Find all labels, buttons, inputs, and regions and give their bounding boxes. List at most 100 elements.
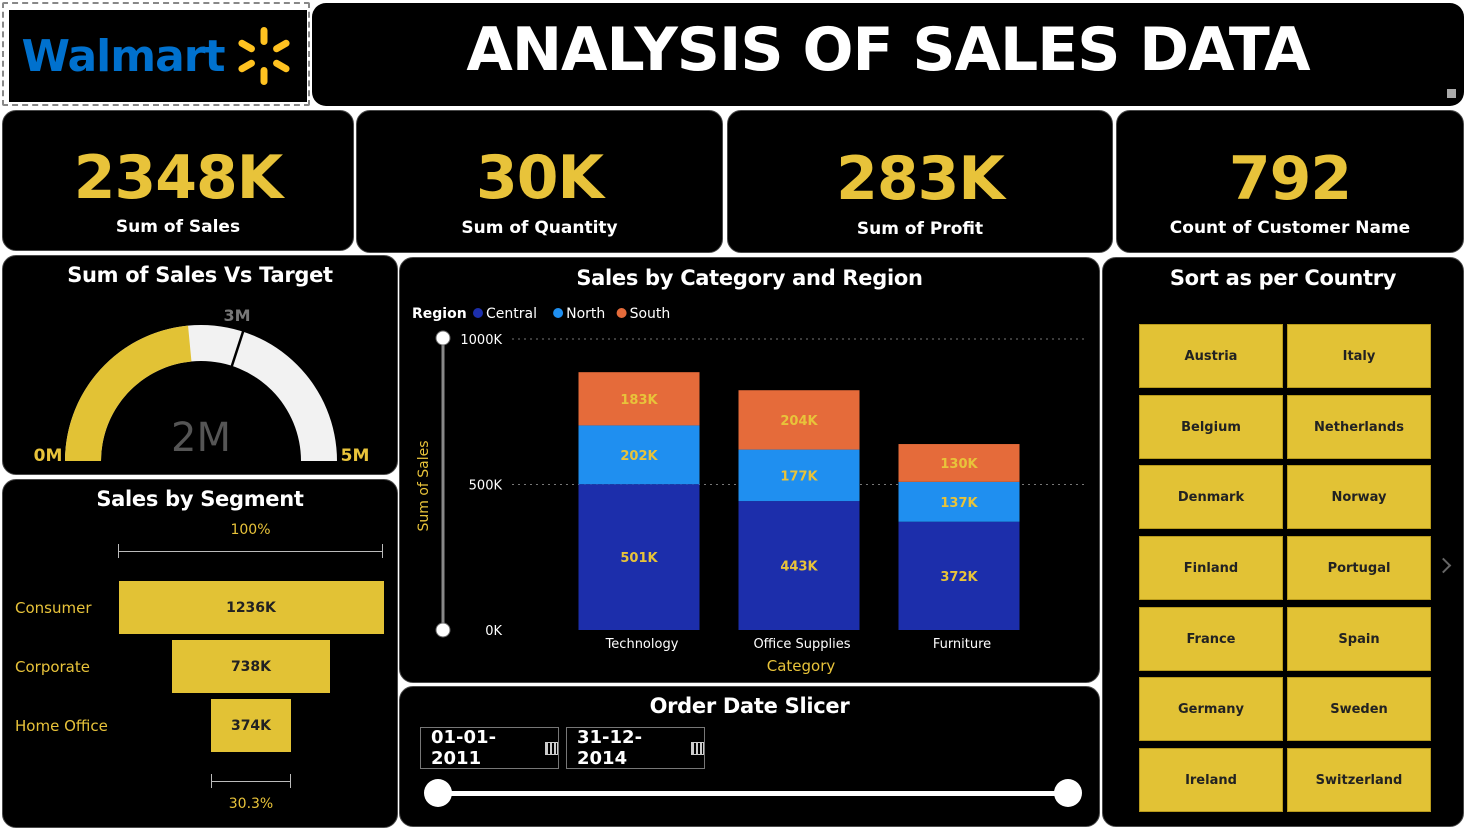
country-tile-germany[interactable]: Germany [1139, 677, 1283, 741]
y-tick-label: 0K [485, 624, 502, 639]
gauge-value-arc [65, 325, 192, 461]
calendar-icon[interactable] [690, 741, 704, 755]
kpi-card-customers: 792 Count of Customer Name [1116, 110, 1464, 253]
bracket-tick [210, 774, 212, 788]
date-range-handle-start[interactable] [424, 779, 452, 807]
country-tile-france[interactable]: France [1139, 607, 1283, 671]
kpi-card-sales: 2348K Sum of Sales [2, 110, 354, 251]
segment-title: Sales by Segment [96, 487, 304, 511]
bar-data-label: 202K [620, 449, 658, 464]
x-axis-label: Category [767, 657, 836, 675]
bar-segment [578, 425, 700, 485]
bar-segment [898, 521, 1020, 630]
next-page-chevron-icon[interactable] [1435, 557, 1452, 574]
gauge-chart: 0M 5M 3M 2M [34, 306, 370, 466]
kpi-label: Sum of Quantity [461, 218, 618, 238]
bracket-tick [118, 544, 119, 558]
country-tile-netherlands[interactable]: Netherlands [1287, 395, 1431, 459]
logo-card: Walmart [2, 2, 310, 106]
country-title: Sort as per Country [1169, 266, 1397, 290]
gauge-card: Sum of Sales Vs Target 0M 5M 3M 2M [2, 255, 398, 475]
bar-data-label: 130K [940, 457, 978, 472]
start-date-value: 01-01-2011 [431, 727, 497, 769]
category-chart-card: Sales by Category and Region Region Cent… [399, 257, 1100, 683]
legend-marker [473, 308, 483, 318]
x-tick-label: Furniture [933, 637, 991, 652]
segment-value: 738K [230, 658, 272, 675]
gauge-min-label: 0M [34, 446, 63, 466]
legend-item: South [630, 306, 671, 322]
logo-inner: Walmart [9, 10, 307, 102]
segment-value: 1236K [226, 599, 276, 616]
country-tile-austria[interactable]: Austria [1139, 324, 1283, 388]
legend-item: North [566, 306, 605, 322]
country-tile-norway[interactable]: Norway [1287, 465, 1431, 529]
country-tile-finland[interactable]: Finland [1139, 536, 1283, 600]
segment-label: Consumer [15, 599, 92, 617]
chart-title: Sales by Category and Region [576, 266, 923, 290]
bar-segment [578, 484, 700, 630]
gauge-center-label: 2M [171, 415, 231, 461]
country-tile-spain[interactable]: Spain [1287, 607, 1431, 671]
legend-item: Central [486, 306, 537, 322]
kpi-value: 283K [836, 144, 1005, 214]
segment-bar[interactable]: 1236K [118, 581, 384, 634]
country-tile-sweden[interactable]: Sweden [1287, 677, 1431, 741]
chart-legend: Region Central North South [412, 306, 670, 322]
segment-label: Corporate [15, 658, 90, 676]
y-axis-label: Sum of Sales [416, 440, 432, 531]
bar-data-label: 177K [780, 469, 818, 484]
legend-marker [553, 308, 564, 318]
walmart-spark-icon [237, 27, 290, 85]
country-tile-ireland[interactable]: Ireland [1139, 748, 1283, 812]
bar-data-label: 443K [780, 560, 818, 575]
segment-top-pct: 100% [230, 522, 271, 538]
gauge-target-label: 3M [223, 306, 250, 325]
kpi-card-profit: 283K Sum of Profit [727, 110, 1113, 253]
segment-label: Home Office [15, 717, 108, 735]
bar-data-label: 137K [940, 496, 978, 511]
end-date-input[interactable]: 31-12-2014 [566, 727, 705, 769]
segment-bar[interactable]: 738K [171, 640, 331, 693]
kpi-value: 30K [476, 143, 604, 213]
zoom-slider-handle-bottom [435, 622, 451, 638]
slicer-title: Order Date Slicer [649, 694, 850, 718]
segment-bar[interactable]: 374K [210, 699, 292, 752]
legend-title: Region [412, 306, 467, 322]
zoom-slider-handle-top [435, 330, 451, 346]
kpi-value: 2348K [73, 143, 284, 213]
bracket-tick [290, 774, 292, 788]
kpi-label: Count of Customer Name [1169, 218, 1411, 238]
country-tile-italy[interactable]: Italy [1287, 324, 1431, 388]
kpi-value: 792 [1228, 144, 1352, 214]
walmart-logo-text: Walmart [21, 30, 225, 82]
date-range-handle-end[interactable] [1054, 779, 1082, 807]
gauge-title: Sum of Sales Vs Target [67, 263, 333, 287]
bar-segment [738, 390, 860, 450]
y-axis-ticks: 0K 500K 1000K [460, 333, 502, 639]
end-date-value: 31-12-2014 [577, 727, 643, 769]
country-tile-switzerland[interactable]: Switzerland [1287, 748, 1431, 812]
segment-top-bracket [118, 551, 383, 552]
x-tick-label: Technology [605, 637, 679, 652]
calendar-icon[interactable] [544, 741, 558, 755]
bar-segment [578, 372, 700, 426]
date-range-track[interactable] [438, 791, 1068, 796]
chart-bars: 501K 202K 183K 443K 177K 204K 372K 137K 130K [578, 372, 1020, 630]
header-card: ANALYSIS OF SALES DATA [312, 3, 1464, 106]
country-tile-denmark[interactable]: Denmark [1139, 465, 1283, 529]
segment-bottom-bracket [210, 781, 292, 782]
kpi-card-quantity: 30K Sum of Quantity [356, 110, 723, 253]
stacked-bar-chart: Region Central North South 0K 500K 1000K 501… [412, 306, 1086, 675]
y-tick-label: 1000K [460, 333, 502, 348]
resize-handle[interactable] [1447, 89, 1456, 98]
kpi-label: Sum of Sales [115, 217, 241, 237]
legend-marker [616, 308, 627, 318]
country-tile-belgium[interactable]: Belgium [1139, 395, 1283, 459]
x-axis-ticks: Technology Office Supplies Furniture [605, 637, 992, 652]
start-date-input[interactable]: 01-01-2011 [420, 727, 559, 769]
bar-segment [738, 501, 860, 630]
bar-data-label: 372K [940, 570, 978, 585]
country-tile-portugal[interactable]: Portugal [1287, 536, 1431, 600]
segment-value: 374K [230, 717, 272, 734]
